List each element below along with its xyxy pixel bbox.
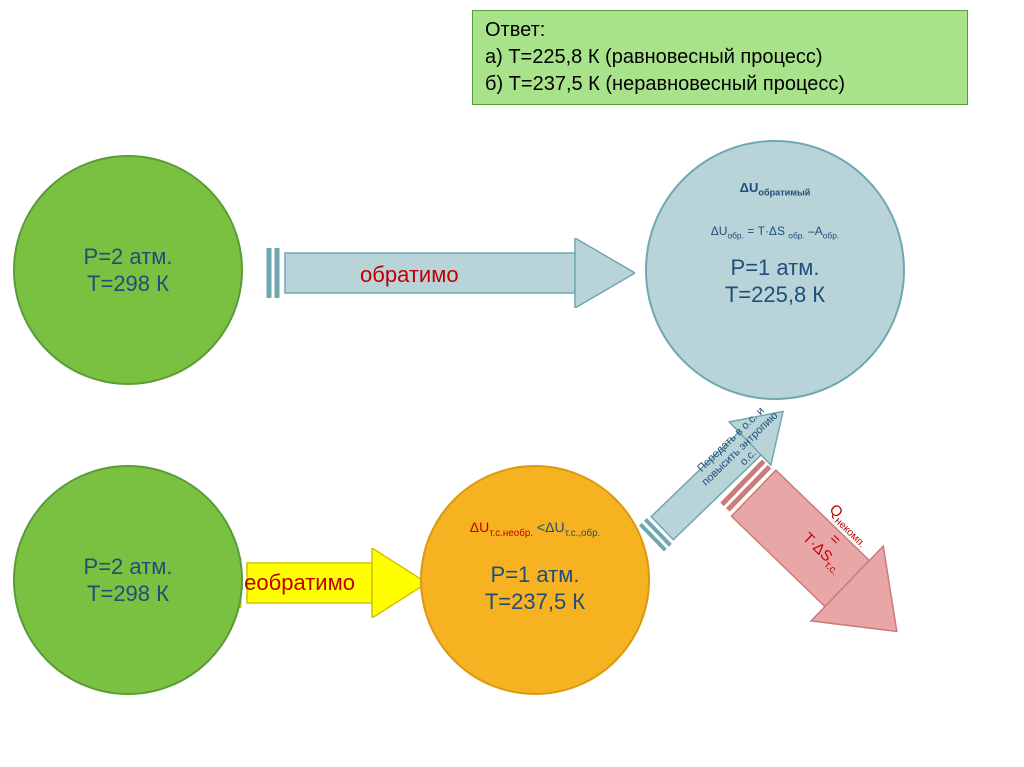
circle-initial-bottom: Р=2 атм. Т=298 К <box>13 465 243 695</box>
circle-bm-line1: Р=1 атм. <box>485 561 585 589</box>
du-ineq: ΔUт.с.необр. <ΔUт.с.,обр. <box>470 519 601 539</box>
circle-irreversible-result: ΔUт.с.необр. <ΔUт.с.,обр. Р=1 атм. Т=237… <box>420 465 650 695</box>
du-rev-title: ΔUобратимый <box>740 180 811 198</box>
circle-tr-line2: Т=225,8 К <box>725 281 825 309</box>
circle-initial-top: Р=2 атм. Т=298 К <box>13 155 243 385</box>
circle-bl-line1: Р=2 атм. <box>84 553 173 581</box>
answer-line-2: а) Т=225,8 К (равновесный процесс) <box>485 44 955 71</box>
circle-bl-line2: Т=298 К <box>84 580 173 608</box>
arrow-reversible-label: обратимо <box>360 262 459 288</box>
circle-tl-line2: Т=298 К <box>84 270 173 298</box>
answer-box: Ответ: а) Т=225,8 К (равновесный процесс… <box>472 10 968 105</box>
du-rev-eq: ΔUобр. = T·ΔS обр. –Aобр. <box>711 224 839 240</box>
circle-tl-line1: Р=2 атм. <box>84 243 173 271</box>
answer-line-3: б) Т=237,5 К (неравновесный процесс) <box>485 71 955 98</box>
answer-line-1: Ответ: <box>485 17 955 44</box>
circle-reversible-result: ΔUобратимый ΔUобр. = T·ΔS обр. –Aобр. Р=… <box>645 140 905 400</box>
circle-tr-line1: Р=1 атм. <box>725 254 825 282</box>
arrow-irreversible-label: необратимо <box>232 570 355 596</box>
circle-bm-line2: Т=237,5 К <box>485 588 585 616</box>
